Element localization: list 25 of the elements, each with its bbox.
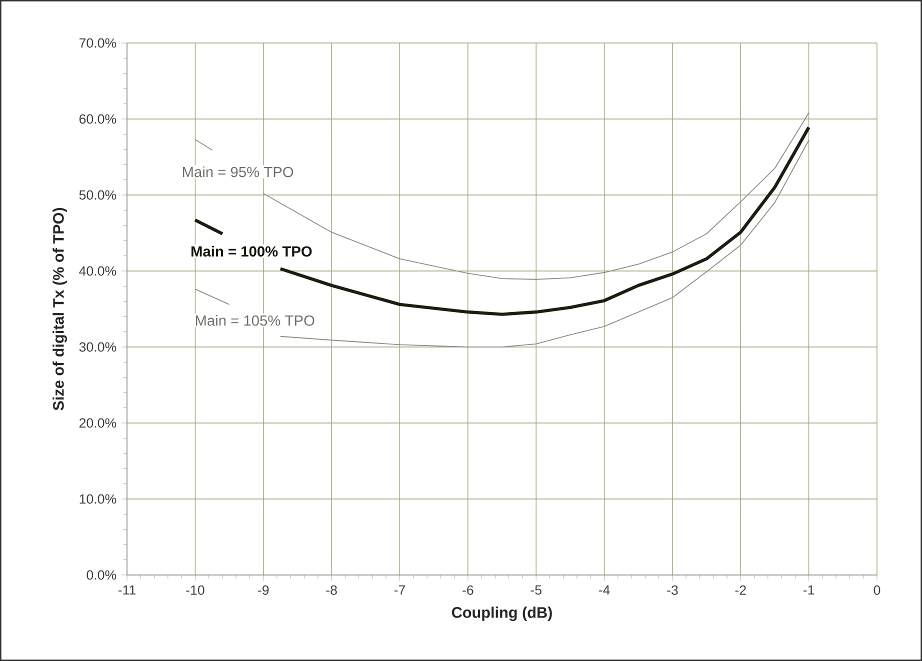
series-label: Main = 100% TPO [191, 246, 312, 257]
x-tick-label: -2 [735, 585, 746, 595]
x-tick-label: -7 [394, 585, 405, 595]
x-tick-label: -8 [326, 585, 337, 595]
y-tick-label: 40.0% [79, 266, 116, 276]
y-tick-label: 0.0% [86, 570, 116, 580]
x-tick-label: 0 [874, 585, 880, 595]
y-tick-label: 30.0% [79, 342, 116, 352]
y-axis-title: Size of digital Tx (% of TPO) [52, 208, 67, 410]
series-label: Main = 105% TPO [196, 315, 314, 326]
y-tick-label: 50.0% [79, 190, 116, 200]
x-tick-label: -1 [803, 585, 814, 595]
x-tick-label: -5 [530, 585, 542, 595]
x-tick-label: -3 [667, 585, 678, 595]
x-tick-label: -6 [462, 585, 474, 595]
x-tick-label: -11 [118, 585, 136, 595]
x-tick-label: -9 [258, 585, 269, 595]
x-axis-title: Coupling (dB) [452, 606, 552, 621]
y-tick-label: 60.0% [79, 114, 116, 124]
y-tick-label: 20.0% [79, 418, 116, 428]
x-tick-label: -10 [186, 585, 204, 595]
y-tick-label: 10.0% [80, 494, 116, 504]
series-label: Main = 95% TPO [182, 166, 294, 178]
y-tick-label: 70.0% [79, 38, 116, 48]
x-tick-label: -4 [598, 585, 610, 595]
